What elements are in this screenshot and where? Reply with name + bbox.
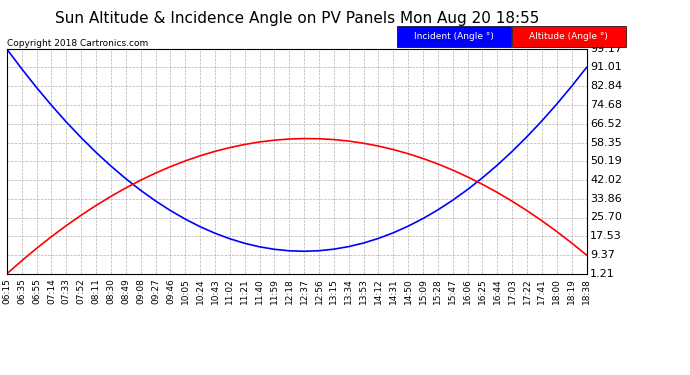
Text: 74.68: 74.68 xyxy=(590,100,622,110)
Text: Copyright 2018 Cartronics.com: Copyright 2018 Cartronics.com xyxy=(7,39,148,48)
Text: 50.19: 50.19 xyxy=(590,156,622,166)
Text: 17.53: 17.53 xyxy=(590,231,622,241)
Text: 91.01: 91.01 xyxy=(590,63,622,72)
Text: Altitude (Angle °): Altitude (Angle °) xyxy=(529,32,609,41)
Text: 66.52: 66.52 xyxy=(590,119,622,129)
Text: 58.35: 58.35 xyxy=(590,138,622,147)
Text: 42.02: 42.02 xyxy=(590,175,622,185)
Text: 33.86: 33.86 xyxy=(590,194,622,204)
Text: 25.70: 25.70 xyxy=(590,213,622,222)
Text: 82.84: 82.84 xyxy=(590,81,622,91)
Text: 1.21: 1.21 xyxy=(590,269,615,279)
Text: Incident (Angle °): Incident (Angle °) xyxy=(414,32,493,41)
Text: Sun Altitude & Incidence Angle on PV Panels Mon Aug 20 18:55: Sun Altitude & Incidence Angle on PV Pan… xyxy=(55,11,539,26)
Text: 9.37: 9.37 xyxy=(590,250,615,260)
Text: 99.17: 99.17 xyxy=(590,44,622,54)
